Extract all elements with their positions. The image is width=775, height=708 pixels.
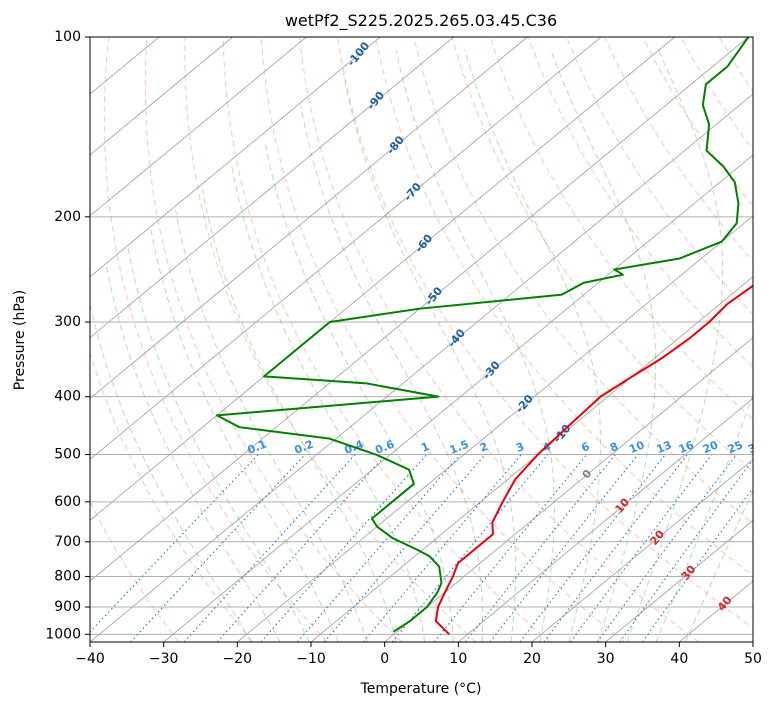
x-tick-label: 20 xyxy=(523,651,541,667)
mixing-ratio-line xyxy=(391,454,549,642)
dry-adiabat-line xyxy=(451,37,753,472)
moist-adiabat-line xyxy=(90,302,252,642)
moist-adiabat-line xyxy=(343,73,517,642)
y-tick-label: 200 xyxy=(54,209,81,225)
isotherm-line xyxy=(90,37,381,278)
x-tick-label: −30 xyxy=(149,651,179,667)
mixing-ratio-label: 8 xyxy=(608,440,620,455)
dry-adiabat-line xyxy=(90,350,254,642)
isotherm-line xyxy=(90,37,307,217)
mixing-ratio-line xyxy=(130,454,306,642)
dry-adiabat-line xyxy=(375,37,753,577)
x-axis: −40 −30 −20 −10 0 10 20 30 40 50 xyxy=(75,642,762,667)
y-tick-label: 100 xyxy=(54,29,81,45)
moist-adiabat-line xyxy=(201,189,397,642)
isotherm-line xyxy=(310,276,753,642)
mixing-ratio-line xyxy=(489,454,639,642)
isotherm-line xyxy=(90,37,749,582)
moist-adiabat-line xyxy=(464,49,602,642)
mixing-ratio-label: 13 xyxy=(655,438,674,456)
isotherm-line xyxy=(163,154,753,642)
moist-adiabat-line xyxy=(231,166,426,642)
x-tick-label: 0 xyxy=(380,651,389,667)
mixing-ratio-line xyxy=(260,454,428,642)
mixing-ratio-line xyxy=(464,454,616,642)
isotherm-line xyxy=(90,37,528,400)
x-axis-title: Temperature (°C) xyxy=(360,681,482,697)
mixing-ratio-label: 3 xyxy=(514,440,526,455)
dry-adiabat-line xyxy=(489,37,753,420)
mixing-ratio-line xyxy=(596,454,737,642)
dry-adiabat-line xyxy=(298,37,700,642)
x-tick-label: 40 xyxy=(670,651,688,667)
dry-adiabat-line xyxy=(337,37,753,629)
y-tick-label: 300 xyxy=(54,314,81,330)
isotherm-line xyxy=(90,93,753,642)
chart-title: wetPf2_S225.2025.265.03.45.C36 xyxy=(285,11,557,31)
reference-line-labels: 0.10.20.40.611.52346810131620253036-100-… xyxy=(246,39,765,614)
y-tick-label: 900 xyxy=(54,599,81,615)
isotherm-line xyxy=(384,337,753,642)
y-tick-label: 800 xyxy=(54,568,81,584)
moist-adiabat-line xyxy=(655,392,753,642)
dry-adiabat-line xyxy=(103,37,328,642)
mixing-ratio-label: 16 xyxy=(677,438,696,456)
x-tick-label: −20 xyxy=(223,651,253,667)
dry-adiabat-line xyxy=(90,500,180,642)
x-tick-label: 10 xyxy=(449,651,467,667)
y-tick-label: 700 xyxy=(54,534,81,550)
mixing-ratio-label: 1 xyxy=(419,440,431,455)
mixing-ratio-line xyxy=(90,454,259,633)
y-tick-label: 500 xyxy=(54,447,81,463)
dry-adiabat-line xyxy=(222,37,551,642)
moist-adiabat-line xyxy=(105,264,281,642)
reference-lines xyxy=(90,37,753,642)
mixing-ratio-line xyxy=(183,454,356,642)
moist-adiabat-line xyxy=(175,210,368,642)
dry-adiabat-line xyxy=(413,37,753,524)
moist-adiabat-line xyxy=(127,247,310,642)
isotherm-line xyxy=(237,215,753,642)
mixing-ratio-label: 10 xyxy=(627,438,646,456)
isotherm-line xyxy=(90,37,234,156)
y-tick-label: 400 xyxy=(54,389,81,405)
temperature-profile-line xyxy=(434,284,753,636)
plot-frame xyxy=(89,36,754,643)
moist-adiabat-line xyxy=(395,49,555,642)
moist-adiabat-line xyxy=(550,49,657,642)
moist-adiabat-line xyxy=(264,142,454,642)
mixing-ratio-label: 25 xyxy=(726,438,745,456)
mixing-ratio-label: 2 xyxy=(478,440,490,455)
moist-adiabat-line xyxy=(150,229,339,642)
mixing-ratio-label: 20 xyxy=(701,438,720,456)
mixing-ratio-line xyxy=(619,458,753,642)
moist-adiabat-line xyxy=(626,49,724,642)
x-tick-label: −40 xyxy=(75,651,105,667)
y-axis: 100 200 300 400 500 600 700 800 900 1000 xyxy=(45,29,90,642)
moist-adiabat-line xyxy=(300,104,484,642)
isotherm-line xyxy=(605,519,753,642)
y-tick-label: 600 xyxy=(54,494,81,510)
isotherm-line xyxy=(90,37,455,339)
x-tick-label: 30 xyxy=(597,651,615,667)
y-axis-title: Pressure (hPa) xyxy=(12,290,28,390)
dewpoint-profile-line xyxy=(215,37,750,633)
x-tick-label: −10 xyxy=(296,651,326,667)
isotherm-line xyxy=(90,37,602,460)
profile-series xyxy=(215,37,753,636)
mixing-ratio-line xyxy=(362,454,522,642)
isotherm-line xyxy=(531,458,753,642)
isotherm-line xyxy=(458,397,753,642)
y-tick-label: 1000 xyxy=(45,626,81,642)
dry-adiabat-line xyxy=(144,37,403,642)
x-tick-label: 50 xyxy=(744,651,762,667)
mixing-ratio-line xyxy=(642,487,753,642)
mixing-ratio-label: 30 xyxy=(746,438,765,456)
moist-adiabat-line xyxy=(684,488,753,642)
